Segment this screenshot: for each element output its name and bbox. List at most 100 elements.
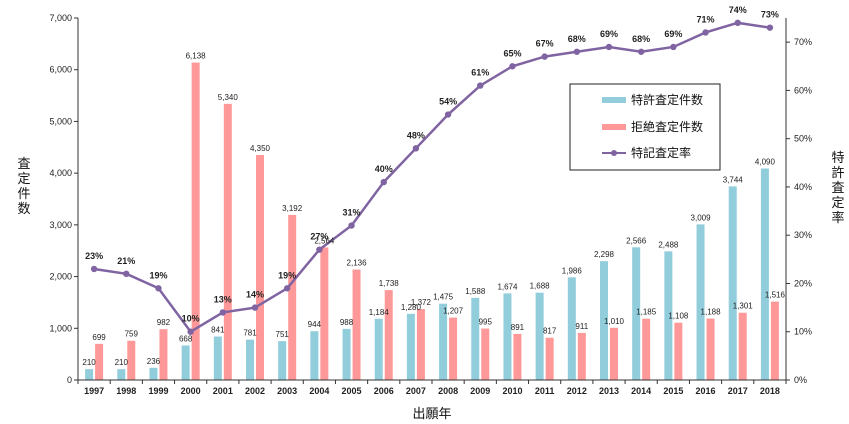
data-label-patent-granted: 1,986 xyxy=(562,266,583,275)
bars-layer xyxy=(85,62,779,381)
bar-rejected xyxy=(159,329,168,380)
data-label-patent-granted: 1,280 xyxy=(401,303,422,312)
data-label-rejected: 1,301 xyxy=(733,302,754,311)
point-grant-rate xyxy=(637,48,645,55)
data-label-patent-granted: 1,475 xyxy=(433,293,454,302)
x-tick-label: 2014 xyxy=(631,386,651,396)
bar-rejected xyxy=(127,340,136,380)
point-grant-rate xyxy=(605,43,613,51)
bar-rejected xyxy=(449,317,458,380)
data-label-grant-rate: 68% xyxy=(568,34,586,44)
y-tick-label: 5,000 xyxy=(49,116,72,126)
data-label-patent-granted: 3,009 xyxy=(691,213,712,222)
data-label-rejected: 1,010 xyxy=(604,317,625,326)
data-label-rejected: 2,136 xyxy=(347,259,368,268)
point-grant-rate xyxy=(251,304,259,311)
legend-label-grant-rate: 特記査定率 xyxy=(631,145,691,160)
bar-patent-granted xyxy=(310,331,319,380)
point-grant-rate xyxy=(766,24,774,31)
legend-label-rejected: 拒絶査定件数 xyxy=(631,119,703,134)
legend-swatch-patent-granted xyxy=(602,97,626,103)
bar-rejected xyxy=(384,290,393,380)
x-tick-label: 2002 xyxy=(245,386,265,396)
y-tick-label: 6,000 xyxy=(49,65,72,75)
data-label-grant-rate: 21% xyxy=(117,256,135,266)
bar-patent-granted xyxy=(471,297,480,380)
x-tick-label: 1997 xyxy=(84,386,104,396)
y2-tick-label: 20% xyxy=(794,278,812,288)
bar-rejected xyxy=(191,62,200,381)
data-label-patent-granted: 3,744 xyxy=(723,175,744,184)
y-axis-title: 査定件数 xyxy=(17,156,30,216)
point-grant-rate xyxy=(316,246,323,253)
bar-patent-granted xyxy=(567,277,576,380)
data-label-rejected: 1,738 xyxy=(379,279,400,288)
x-tick-label: 1998 xyxy=(116,386,136,396)
point-grant-rate xyxy=(509,63,516,70)
data-label-rejected: 1,516 xyxy=(765,291,786,300)
data-label-rejected: 6,138 xyxy=(186,52,207,61)
data-label-rejected: 891 xyxy=(511,323,525,332)
data-label-patent-granted: 841 xyxy=(211,326,225,335)
data-label-rejected: 699 xyxy=(92,333,106,342)
x-tick-label: 2017 xyxy=(728,386,748,396)
data-label-patent-granted: 2,488 xyxy=(658,240,679,249)
bar-rejected xyxy=(577,332,586,380)
point-grant-rate xyxy=(670,43,677,51)
point-grant-rate xyxy=(573,48,581,55)
bar-patent-granted xyxy=(246,339,254,380)
point-grant-rate xyxy=(734,19,741,27)
bar-rejected xyxy=(642,318,651,380)
bar-patent-granted xyxy=(535,292,544,380)
x-tick-label: 2009 xyxy=(470,386,490,396)
data-label-rejected: 1,188 xyxy=(701,308,722,317)
x-tick-label: 2015 xyxy=(663,386,683,396)
data-label-grant-rate: 23% xyxy=(85,251,103,261)
legend-swatch-rejected xyxy=(602,124,626,130)
data-label-rejected: 911 xyxy=(575,322,588,331)
point-grant-rate xyxy=(477,82,484,89)
x-tick-label: 2011 xyxy=(535,386,555,396)
bar-patent-granted xyxy=(374,318,383,380)
point-grant-rate xyxy=(187,328,194,335)
data-label-patent-granted: 4,090 xyxy=(755,157,776,166)
data-label-patent-granted: 1,588 xyxy=(465,287,486,296)
data-label-rejected: 4,350 xyxy=(250,144,271,153)
bar-patent-granted xyxy=(664,251,673,380)
bar-patent-granted xyxy=(213,336,222,380)
data-label-patent-granted: 944 xyxy=(308,320,322,329)
y2-tick-label: 0% xyxy=(794,375,807,385)
bar-patent-granted xyxy=(117,369,126,380)
bar-rejected xyxy=(770,301,779,380)
bar-patent-granted xyxy=(632,247,641,380)
data-label-rejected: 1,207 xyxy=(443,307,464,316)
data-label-patent-granted: 781 xyxy=(243,329,257,338)
labels-layer: 210 699 210 759 236 982 668 6,138 841 5,340 781 4,3… xyxy=(82,5,785,367)
x-tick-label: 2001 xyxy=(213,386,233,396)
x-tick-label: 2010 xyxy=(502,386,522,396)
data-label-grant-rate: 54% xyxy=(439,97,457,107)
bar-rejected xyxy=(320,247,329,380)
bar-rejected xyxy=(610,327,618,380)
y-tick-label: 7,000 xyxy=(49,13,72,23)
legend: 特許査定件数 拒絶査定件数 特記査定率 xyxy=(569,83,721,171)
point-grant-rate xyxy=(90,265,98,273)
y-tick-label: 3,000 xyxy=(49,220,72,230)
data-label-grant-rate: 68% xyxy=(632,34,650,44)
y2-tick-label: 50% xyxy=(794,134,812,144)
bar-rejected xyxy=(513,333,522,380)
data-label-rejected: 995 xyxy=(479,318,493,327)
bar-rejected xyxy=(706,318,715,380)
data-label-grant-rate: 27% xyxy=(310,232,328,242)
bar-rejected xyxy=(95,343,104,380)
bar-rejected xyxy=(352,269,361,380)
data-label-rejected: 1,108 xyxy=(668,312,689,321)
line-layer xyxy=(90,19,774,335)
data-label-grant-rate: 73% xyxy=(761,10,779,20)
data-label-patent-granted: 2,566 xyxy=(626,236,647,245)
bar-patent-granted xyxy=(278,341,287,380)
legend-item-rejected: 拒絶査定件数 xyxy=(602,119,703,134)
point-grant-rate xyxy=(412,145,420,152)
